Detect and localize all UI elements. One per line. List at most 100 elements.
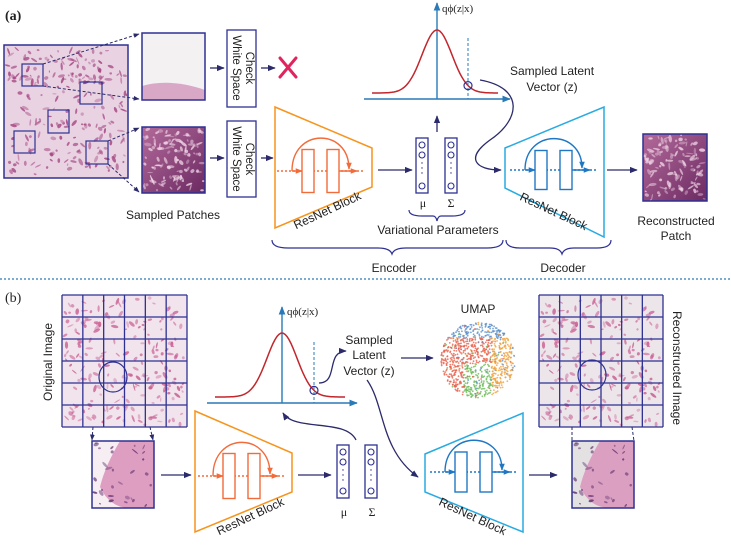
tissue-fragment [94,98,102,103]
umap-point [454,339,457,341]
tissue-fragment [647,169,652,175]
umap-point [505,351,507,354]
tissue-fragment [666,180,671,188]
tissue-fragment [113,378,118,384]
tissue-fragment [77,338,84,344]
umap-point [452,361,455,364]
umap-point [486,368,488,371]
tissue-fragment [648,310,655,315]
tissue-fragment [142,458,145,461]
umap-point [489,335,492,338]
umap-point [480,388,483,390]
umap-point [489,325,492,328]
residual-connection-arrow [291,137,352,172]
tissue-fragment [192,160,196,164]
umap-point [494,345,497,348]
umap-point [488,370,491,373]
tissue-fragment [648,137,653,140]
tissue-fragment [659,150,663,154]
tissue-fragment [687,185,694,190]
tissue-fragment [89,92,92,96]
umap-point [467,357,470,360]
umap-point [470,393,473,396]
tissue-fragment [133,385,138,388]
tissue-fragment [15,72,20,78]
umap-point [467,331,470,334]
encoder-brace [271,239,504,256]
tissue-fragment [122,74,127,77]
tissue-fragment [189,184,192,191]
tissue-fragment [147,171,154,174]
umap-point [499,377,502,380]
sampled-latent-label: Sampled [345,333,392,347]
tissue-fragment [116,406,120,410]
umap-point [485,389,488,392]
tissue-fragment [147,318,153,321]
umap-point [460,342,462,345]
tissue-fragment [183,168,187,172]
umap-point [498,344,501,347]
umap-point [503,352,506,355]
tissue-fragment [99,51,103,55]
tissue-fragment [597,481,603,485]
umap-point [503,355,505,358]
umap-point [501,354,503,357]
tissue-fragment [131,448,139,454]
umap-point [491,365,493,368]
tissue-fragment [104,77,113,81]
tissue-fragment [552,353,557,358]
tissue-fragment [111,485,114,489]
tissue-fragment [547,304,552,308]
tissue-fragment [660,136,664,145]
umap-point [451,385,454,388]
tissue-fragment [614,414,617,420]
tissue-fragment [93,321,99,325]
tissue-fragment [49,54,53,59]
tissue-fragment [173,321,177,326]
umap-point [467,379,470,381]
tissue-fragment [68,411,74,415]
tissue-fragment [578,490,584,496]
umap-point [484,341,487,344]
tissue-fragment [573,477,577,482]
tissue-fragment [624,318,629,321]
umap-point [486,359,488,362]
umap-point [477,341,480,343]
tissue-fragment [665,159,668,162]
umap-point [485,370,488,373]
tissue-fragment [109,140,113,146]
tissue-fragment [583,373,586,377]
ellipsis-dot [421,167,423,169]
tissue-fragment [183,152,187,156]
umap-point [461,330,463,333]
umap-point [469,370,472,372]
tissue-fragment [92,491,98,494]
umap-point [501,370,503,373]
umap-point [456,340,459,343]
umap-point [505,347,507,350]
umap-point [442,361,445,364]
tissue-fragment [179,169,183,174]
tissue-fragment [580,488,584,492]
umap-point [511,366,514,369]
tissue-fragment [67,302,72,308]
umap-point [466,334,469,337]
umap-point [491,342,493,344]
umap-point [468,375,471,378]
umap-point [471,362,474,365]
umap-point [500,384,503,386]
umap-point [490,344,493,347]
tissue-fragment [633,420,639,423]
tissue-fragment [158,183,165,187]
tissue-fragment [152,345,155,351]
tissue-fragment [664,186,668,190]
tissue-fragment [155,342,158,349]
tissue-fragment [644,193,649,197]
tissue-fragment [71,369,77,374]
tissue-fragment [159,320,162,323]
umap-point [465,333,468,336]
umap-point [484,390,487,393]
umap-point [480,390,482,393]
tissue-fragment [186,159,190,164]
tissue-fragment [72,156,77,160]
